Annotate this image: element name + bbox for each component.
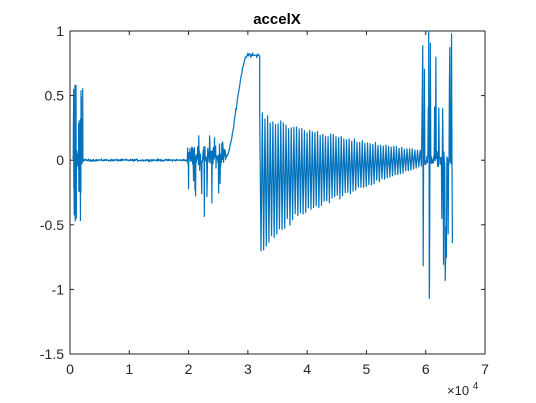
x-tick-label: 7 <box>481 361 489 377</box>
x-tick-label: 5 <box>363 361 371 377</box>
y-tick-label: -1 <box>52 281 65 297</box>
x-tick-label: 4 <box>303 361 311 377</box>
x-axis-multiplier: ×10 4 <box>447 381 479 398</box>
y-tick-label: 1 <box>56 23 64 39</box>
labels-layer: 0 1 2 3 4 5 6 7 1 0.5 0 -0.5 -1 -1.5 <box>40 23 489 377</box>
x-tick-label: 3 <box>244 361 252 377</box>
ticks-layer <box>69 30 486 355</box>
series-line <box>72 30 453 300</box>
x-tick-label: 0 <box>66 361 74 377</box>
x-axis-multiplier-base: ×10 <box>447 383 469 398</box>
y-tick-label: -1.5 <box>40 346 64 362</box>
chart-title: accelX <box>253 11 301 28</box>
x-tick-label: 6 <box>422 361 430 377</box>
x-tick-label: 2 <box>185 361 193 377</box>
y-tick-label: -0.5 <box>40 217 64 233</box>
y-tick-label: 0 <box>56 152 64 168</box>
data-layer <box>72 30 453 300</box>
y-tick-label: 0.5 <box>45 88 65 104</box>
plot-area <box>69 30 486 355</box>
x-axis-multiplier-exponent: 4 <box>473 381 479 392</box>
x-tick-label: 1 <box>125 361 133 377</box>
